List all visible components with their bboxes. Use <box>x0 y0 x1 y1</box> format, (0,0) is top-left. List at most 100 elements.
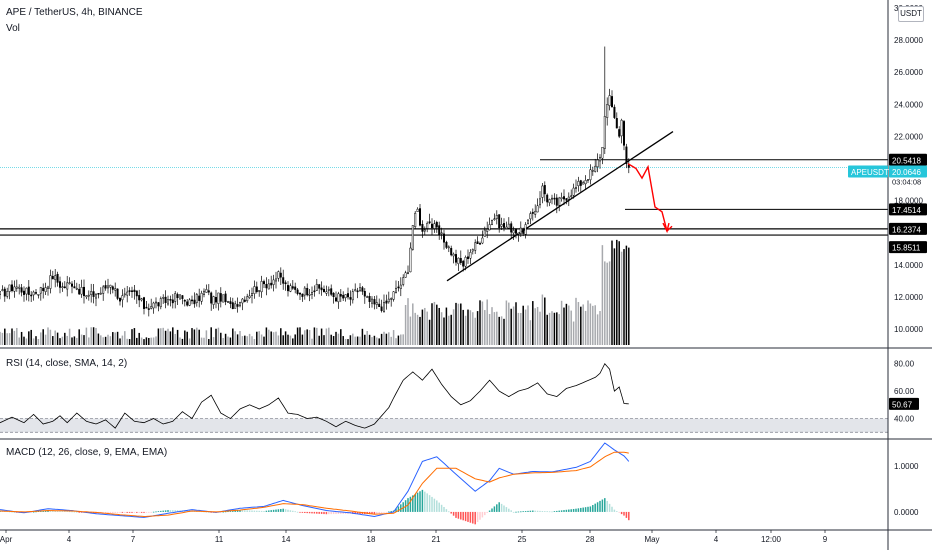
macd-hist-bar <box>112 511 114 513</box>
volume-bar <box>371 337 373 345</box>
volume-bar <box>352 333 354 345</box>
volume-bar <box>464 315 467 345</box>
volume-bar <box>277 335 280 345</box>
macd-hist-bar <box>596 502 599 512</box>
volume-bar <box>577 302 580 345</box>
candle-body <box>306 287 309 296</box>
volume-bar <box>169 331 172 345</box>
macd-hist-bar <box>527 510 529 512</box>
macd-hist-bar <box>136 511 138 513</box>
candle-body <box>527 219 529 224</box>
price-tick-label: 22.0000 <box>894 132 923 141</box>
candle-body <box>164 296 167 303</box>
candle-body <box>152 302 155 309</box>
candle-body <box>243 299 246 302</box>
macd-hist-bar <box>428 495 431 512</box>
macd-hist-bar <box>260 510 263 512</box>
macd-hist-bar <box>323 511 325 515</box>
macd-hist-bar <box>301 511 304 513</box>
candle-body <box>183 299 186 302</box>
volume-bar <box>592 305 594 345</box>
candle-body <box>395 287 397 293</box>
macd-hist-bar <box>157 511 160 512</box>
volume-bar <box>304 330 306 345</box>
candle-body <box>541 185 544 198</box>
volume-bar <box>541 294 544 345</box>
volume-bar <box>601 245 604 345</box>
volume-bar <box>95 327 97 345</box>
macd-hist-bar <box>128 511 131 513</box>
macd-hist-bar <box>306 511 308 514</box>
volume-bar <box>83 335 85 345</box>
time-tick-label: May <box>644 535 659 544</box>
volume-bar <box>318 335 320 345</box>
volume-bar <box>462 309 464 345</box>
volume-bar <box>217 327 220 345</box>
volume-bar <box>162 327 164 345</box>
volume-bar <box>316 327 318 345</box>
macd-hist-bar <box>616 511 618 512</box>
candle-body <box>102 286 105 294</box>
macd-hist-bar <box>618 511 620 513</box>
volume-bar <box>385 333 388 345</box>
candle-body <box>536 205 539 213</box>
candle-body <box>339 294 342 297</box>
time-tick-label: 21 <box>432 535 441 544</box>
candle-body <box>447 246 450 249</box>
candle-body <box>104 285 107 289</box>
macd-hist-bar <box>116 511 119 513</box>
volume-bar <box>604 261 606 345</box>
macd-hist-bar <box>13 511 16 513</box>
macd-hist-bar <box>536 510 539 512</box>
macd-hist-bar <box>148 511 150 513</box>
volume-bar <box>563 307 565 345</box>
volume-bar <box>121 335 124 345</box>
candle-body <box>584 180 587 185</box>
volume-bar <box>486 299 488 345</box>
macd-hist-bar <box>488 510 491 512</box>
volume-bar <box>6 333 8 345</box>
volume-bar <box>517 312 520 345</box>
macd-hist-bar <box>332 511 335 515</box>
volume-bar <box>498 316 500 345</box>
volume-bar <box>296 327 299 345</box>
macd-hist-bar <box>620 511 623 515</box>
macd-hist-bar <box>558 510 560 512</box>
volume-bar <box>344 338 347 345</box>
candle-body <box>323 288 325 293</box>
volume-bar <box>433 301 436 345</box>
candle-body <box>570 195 573 198</box>
volume-bar <box>188 338 191 345</box>
macd-hist-bar <box>412 495 414 512</box>
candle-body <box>236 304 239 307</box>
candle-body <box>63 286 66 289</box>
macd-hist-bar <box>104 511 107 514</box>
currency-badge[interactable]: USDT <box>898 6 924 22</box>
candle-body <box>198 295 201 301</box>
candle-body <box>462 260 465 267</box>
candle-body <box>155 301 157 304</box>
volume-bar <box>265 327 268 345</box>
macd-hist-bar <box>572 508 575 512</box>
candle-body <box>313 290 316 293</box>
projection-arrow <box>627 163 673 233</box>
candle-body <box>347 293 349 298</box>
macd-hist-bar <box>613 509 616 512</box>
candle-body <box>435 222 438 228</box>
volume-bar <box>140 337 143 345</box>
macd-hist-bar <box>78 511 80 513</box>
candle-body <box>608 95 611 106</box>
candle-body <box>611 96 613 108</box>
candle-body <box>311 292 313 295</box>
volume-bar <box>472 312 474 345</box>
volume-bar <box>160 328 162 345</box>
volume-bar <box>246 336 248 345</box>
volume-bar <box>28 331 30 345</box>
macd-hist-bar <box>61 510 64 512</box>
time-tick-label: 9 <box>823 535 828 544</box>
macd-hist-bar <box>143 511 145 513</box>
candle-body <box>476 241 479 244</box>
candle-body <box>248 295 251 298</box>
candle-body <box>258 290 261 292</box>
volume-bar <box>500 316 503 345</box>
